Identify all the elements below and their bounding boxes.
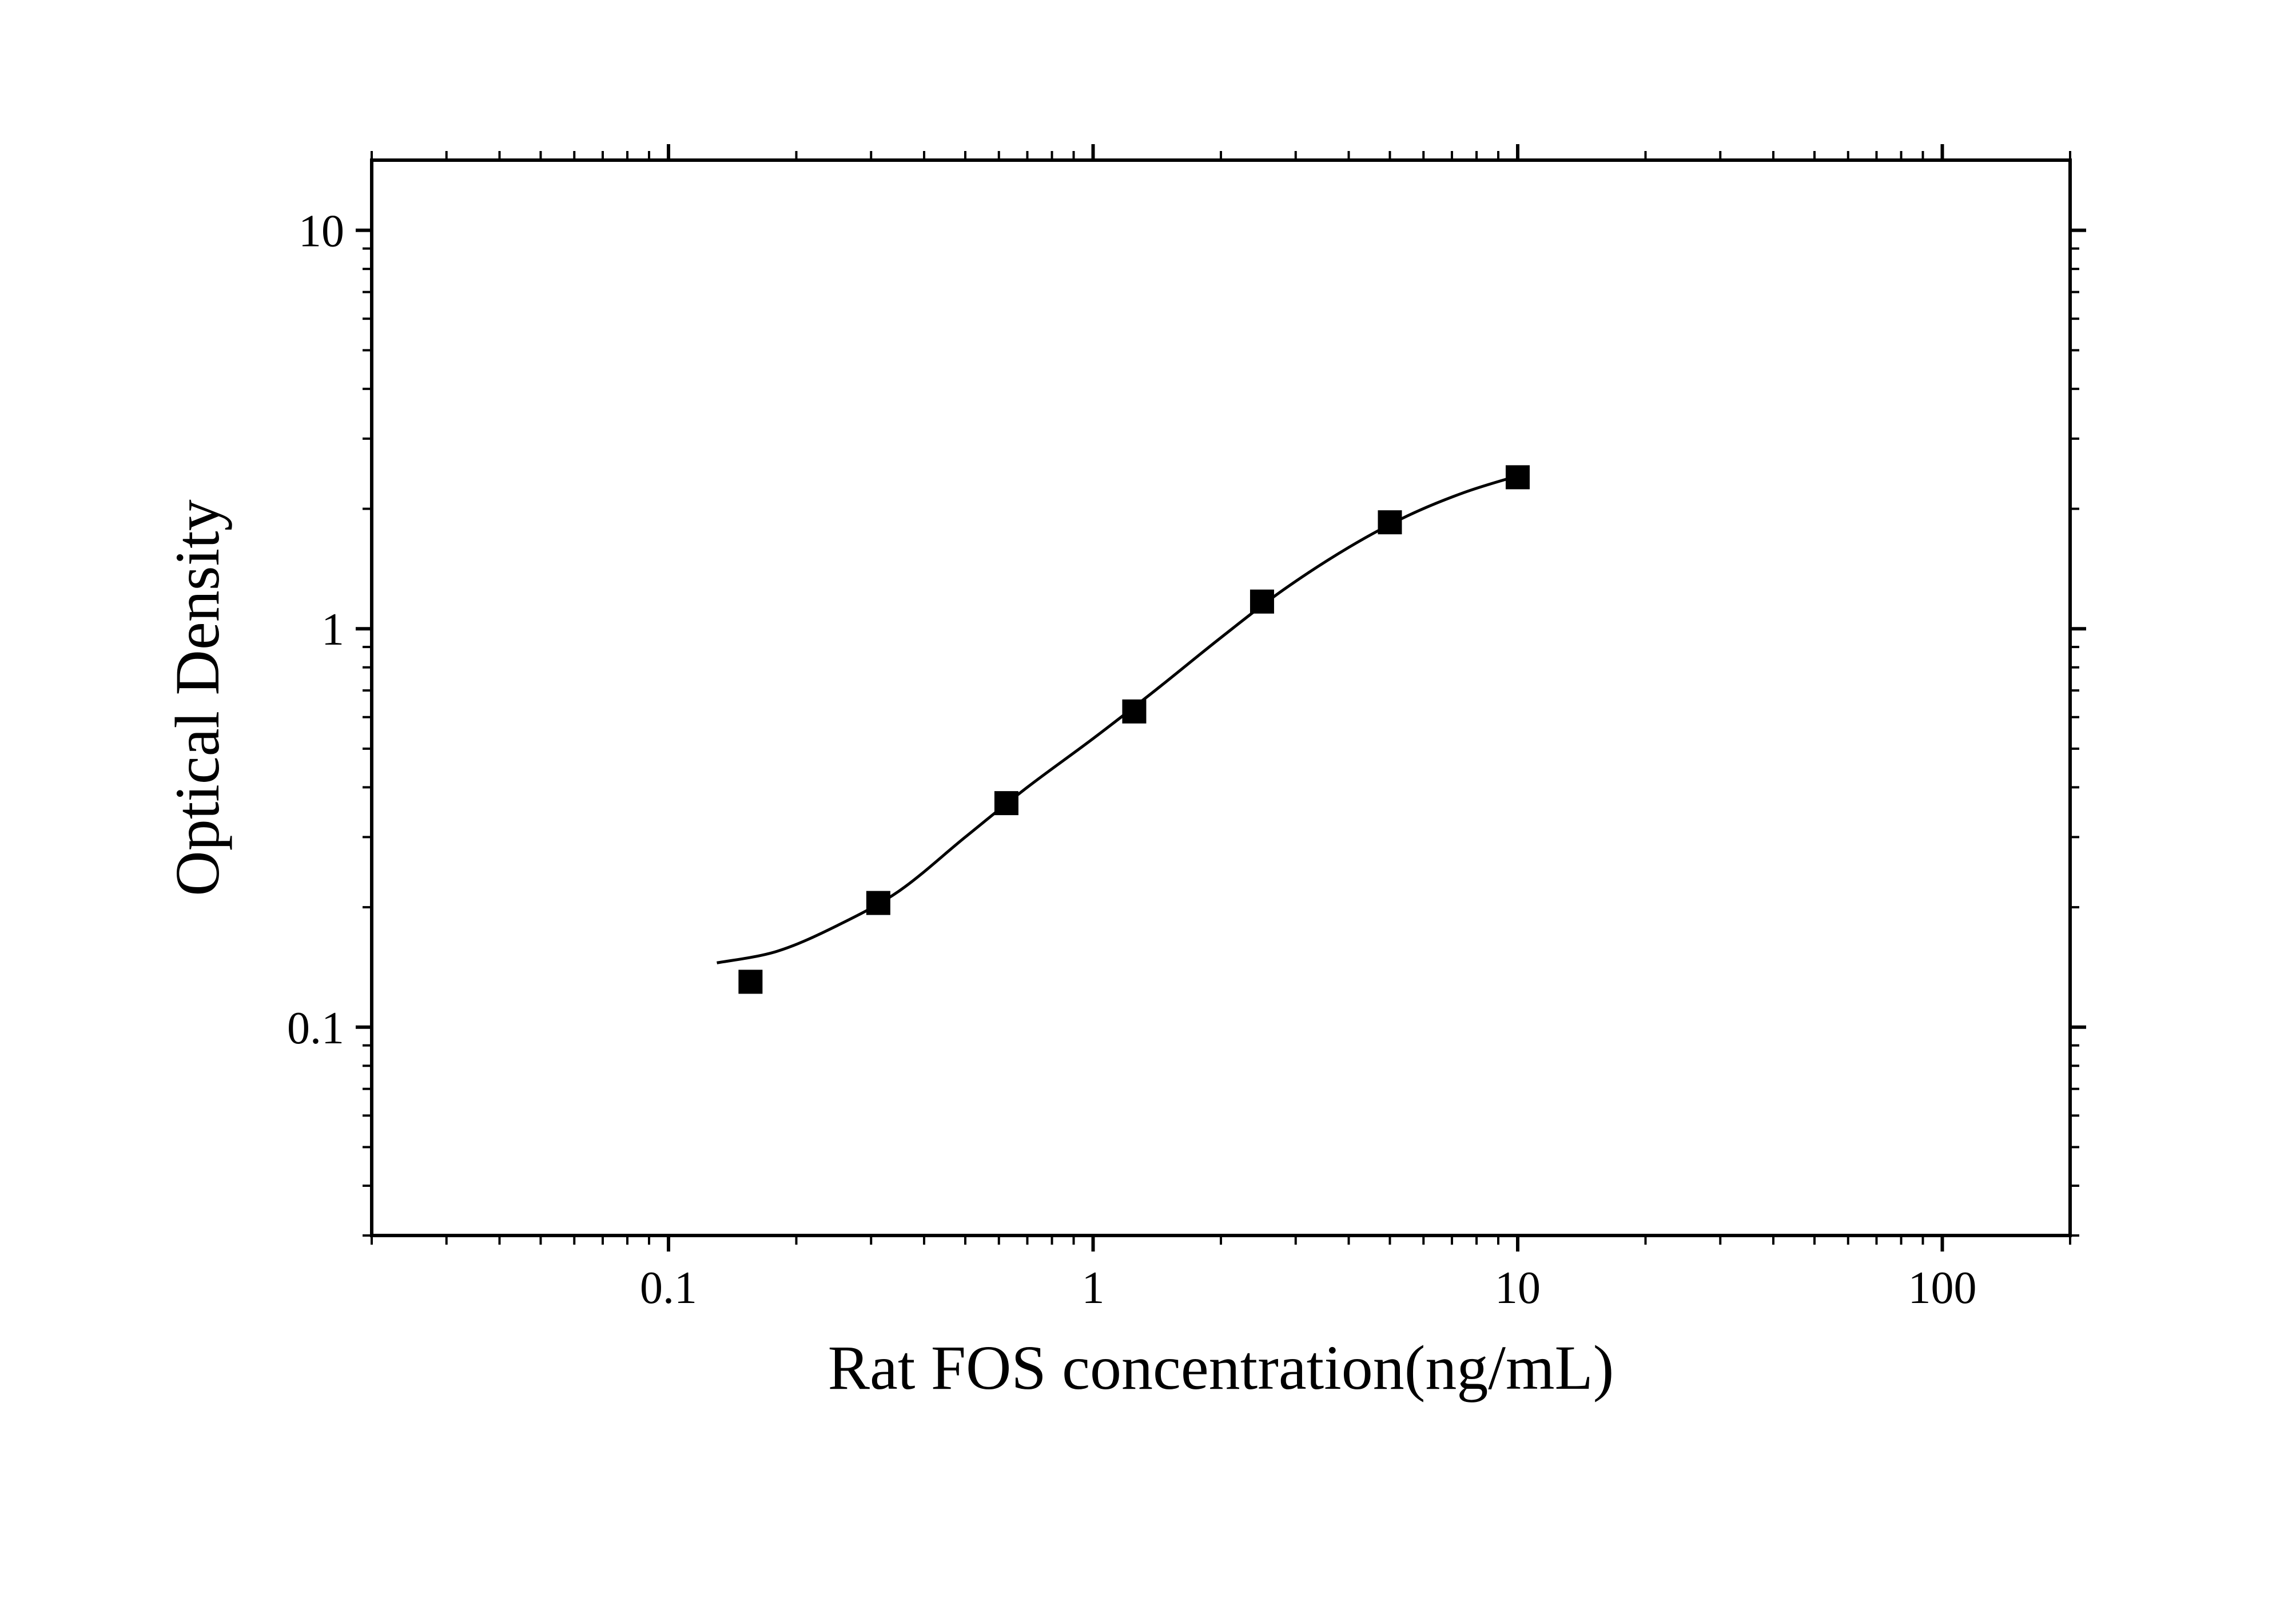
data-marker — [1506, 465, 1530, 489]
y-tick-label: 10 — [299, 206, 344, 257]
data-marker — [1122, 700, 1146, 724]
y-axis-label: Optical Density — [162, 499, 232, 896]
data-marker — [738, 970, 762, 994]
data-marker — [866, 891, 890, 915]
data-marker — [1250, 590, 1274, 614]
chart-container: 0.1 1 10 100 0.1 1 10 Rat FOS concentration(ng/… — [0, 0, 2296, 1605]
data-marker — [1378, 510, 1402, 534]
y-tick-label: 1 — [321, 605, 344, 655]
y-tick-label: 0.1 — [287, 1003, 344, 1054]
x-tick-label: 100 — [1908, 1263, 1976, 1313]
x-tick-label: 10 — [1495, 1263, 1541, 1313]
x-tick-label: 1 — [1081, 1263, 1104, 1313]
x-axis-label: Rat FOS concentration(ng/mL) — [828, 1333, 1614, 1403]
x-tick-label: 0.1 — [640, 1263, 697, 1313]
data-marker — [994, 791, 1018, 815]
chart-svg: 0.1 1 10 100 0.1 1 10 Rat FOS concentration(ng/… — [0, 0, 2296, 1605]
